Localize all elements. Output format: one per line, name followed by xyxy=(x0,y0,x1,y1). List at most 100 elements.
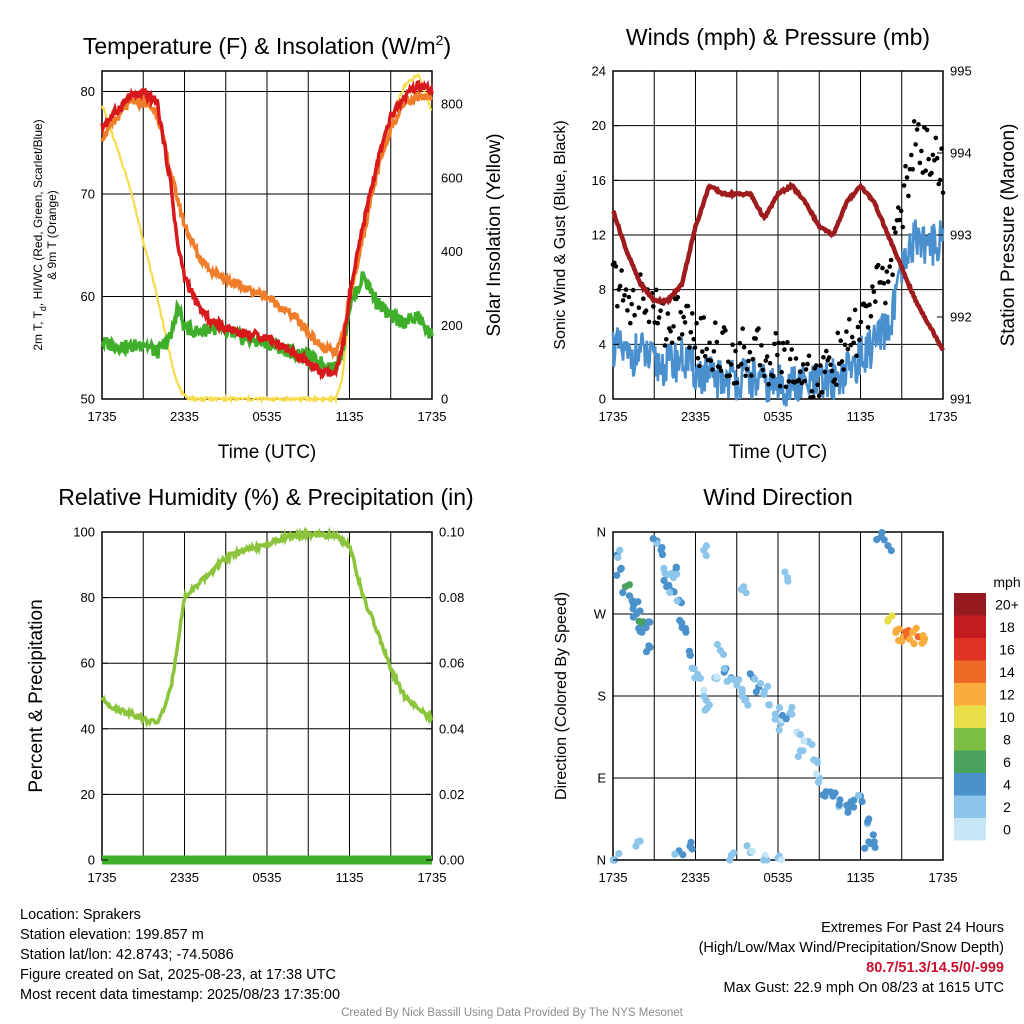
gust-point xyxy=(690,311,695,316)
gust-point xyxy=(718,368,724,374)
direction-point xyxy=(751,675,759,683)
direction-left-tick-label: N xyxy=(597,525,606,540)
gust-point xyxy=(940,190,946,195)
gust-point xyxy=(868,314,874,319)
winds-right-tick-label: 994 xyxy=(950,146,972,161)
extremes-info: Extremes For Past 24 Hours (High/Low/Max… xyxy=(699,918,1004,998)
gust-point xyxy=(881,281,887,286)
direction-panel: Wind Direction N E S W N 1735 2335 0535 1135 1735… xyxy=(553,484,1021,885)
gust-point xyxy=(762,373,767,379)
direction-point xyxy=(869,831,877,839)
gust-point xyxy=(917,160,923,166)
direction-point xyxy=(887,547,895,555)
gust-point xyxy=(847,317,852,322)
speed-legend-label: 0 xyxy=(1003,821,1011,837)
gust-point xyxy=(806,353,812,359)
gust-point xyxy=(903,163,908,169)
gust-point xyxy=(924,127,930,133)
gust-point xyxy=(668,328,673,334)
direction-point xyxy=(686,651,695,659)
direction-point xyxy=(701,706,709,714)
direction-point xyxy=(688,845,696,853)
direction-point xyxy=(765,701,773,709)
direction-point xyxy=(794,752,802,761)
gust-point xyxy=(805,361,810,367)
speed-legend-label: 20+ xyxy=(995,596,1019,612)
gust-point xyxy=(651,304,656,309)
gust-point xyxy=(646,319,652,325)
direction-point xyxy=(614,553,622,562)
direction-point xyxy=(880,536,888,544)
gust-point xyxy=(890,272,895,278)
direction-point xyxy=(800,737,808,745)
direction-point xyxy=(835,800,843,809)
gust-point xyxy=(916,122,921,127)
humidity-right-tick-label: 0.06 xyxy=(439,656,464,671)
station-latlon: Station lat/lon: 42.8743; -74.5086 xyxy=(20,947,234,963)
gust-point xyxy=(710,367,715,372)
gust-point xyxy=(697,363,702,369)
gust-point xyxy=(887,264,892,269)
winds-right-tick-label: 993 xyxy=(950,228,972,243)
direction-point xyxy=(850,803,858,811)
direction-point xyxy=(784,577,792,585)
gust-point xyxy=(904,175,910,180)
gust-point xyxy=(763,358,769,363)
winds-x-tick-label: 1735 xyxy=(599,409,628,424)
winds-left-tick-label: 20 xyxy=(592,118,606,133)
direction-title: Wind Direction xyxy=(703,484,853,510)
gust-point xyxy=(685,303,691,309)
gust-point xyxy=(834,382,839,388)
gust-point xyxy=(829,368,835,374)
gust-point xyxy=(785,340,790,345)
humidity-right-tick-label: 0.02 xyxy=(439,787,464,802)
gust-point xyxy=(643,308,649,314)
gust-point xyxy=(730,342,735,348)
gust-point xyxy=(665,311,671,316)
gust-point xyxy=(766,382,771,387)
gust-point xyxy=(740,326,745,332)
temperature-left-axis-label-1: 2m T, Td, HI/WC (Red, Green, Scarlet/Blu… xyxy=(31,119,48,350)
winds-left-tick-label: 16 xyxy=(592,173,606,188)
winds-right-tick-label: 995 xyxy=(950,64,972,79)
gust-point xyxy=(855,324,861,330)
station-info: Location: Sprakers Station elevation: 19… xyxy=(20,905,340,1005)
gust-point xyxy=(612,260,617,266)
direction-point xyxy=(616,546,624,554)
gust-point xyxy=(679,332,685,337)
direction-point xyxy=(632,842,640,850)
speed-legend-swatch xyxy=(954,705,986,728)
direction-point xyxy=(756,679,765,688)
humidity-x-tick-label: 2335 xyxy=(170,870,199,885)
direction-x-tick-label: 0535 xyxy=(764,870,793,885)
gust-point xyxy=(782,347,787,352)
speed-legend-label: 12 xyxy=(999,686,1015,702)
direction-x-tick-label: 1135 xyxy=(847,870,875,885)
gust-point xyxy=(857,337,862,343)
pressure-line xyxy=(611,181,945,352)
direction-point xyxy=(895,636,903,645)
gust-point xyxy=(708,358,714,364)
humidity-title: Relative Humidity (%) & Precipitation (i… xyxy=(58,484,473,510)
gust-point xyxy=(727,373,732,379)
gust-point xyxy=(700,349,705,354)
gust-point xyxy=(880,265,885,271)
winds-x-tick-label: 0535 xyxy=(764,409,793,424)
humidity-x-tick-label: 0535 xyxy=(253,870,282,885)
direction-point xyxy=(619,589,627,597)
gust-point xyxy=(852,307,858,313)
gust-point xyxy=(737,340,743,346)
gust-point xyxy=(628,320,633,326)
direction-point xyxy=(910,640,918,648)
direction-point xyxy=(813,759,822,767)
direction-point xyxy=(613,571,621,579)
gust-point xyxy=(671,324,676,329)
speed-legend-swatch xyxy=(954,615,986,638)
direction-point xyxy=(796,747,805,755)
temperature-right-tick-label: 400 xyxy=(441,244,463,259)
direction-point xyxy=(884,615,892,624)
gust-point xyxy=(901,183,907,188)
gust-point xyxy=(870,284,875,289)
speed-legend-swatch xyxy=(954,683,986,706)
gust-point xyxy=(623,287,629,292)
